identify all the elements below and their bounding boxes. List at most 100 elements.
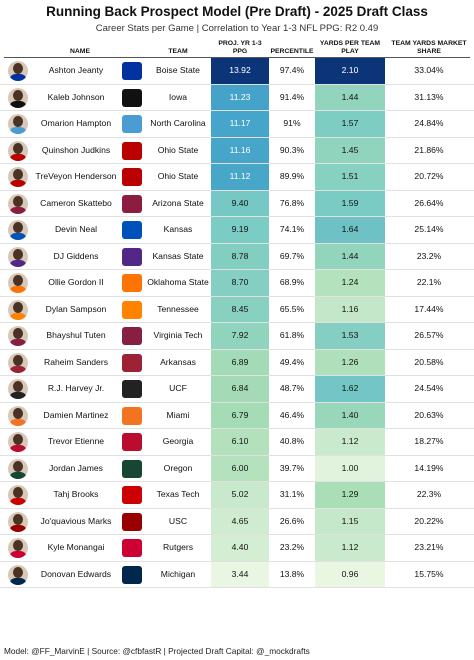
g-logo-icon — [122, 433, 142, 451]
share-cell: 20.22% — [414, 515, 444, 526]
footer-credits: Model: @FF_MarvinE | Source: @cfbfastR |… — [4, 646, 310, 656]
percentile-cell: 91% — [283, 118, 301, 128]
table-row: Bhayshul Tuten Virginia Tech 7.92 61.8% 1.53… — [0, 323, 474, 350]
percentile-cell: 68.9% — [279, 277, 305, 287]
percentile-cell: 49.4% — [279, 356, 305, 367]
table-row: Ashton Jeanty Boise State 13.92 97.4% 2.10 33… — [0, 58, 474, 85]
table-row: Jordan James Oregon 6.00 39.7% 1.00 14.19% — [0, 455, 474, 482]
table-row: Devin Neal Kansas 9.19 74.1% 1.64 25.14% — [0, 217, 474, 244]
double-t-logo-icon — [122, 486, 142, 504]
ppg-cell: 5.02 — [211, 482, 269, 508]
percentile-cell: 91.4% — [279, 91, 305, 102]
ypp-cell: 1.15 — [315, 508, 385, 534]
share-cell: 31.13% — [414, 91, 444, 102]
ppg-cell: 13.92 — [211, 58, 269, 84]
player-name: Omarion Hampton — [40, 118, 112, 128]
player-name: Jordan James — [49, 462, 103, 473]
share-cell: 24.84% — [414, 118, 444, 128]
player-headshot-icon — [8, 458, 28, 479]
ypp-cell: 0.96 — [315, 561, 385, 587]
player-headshot-icon — [8, 538, 28, 558]
chart-subtitle: Career Stats per Game | Correlation to Y… — [95, 23, 379, 34]
percentile-cell: 39.7% — [279, 462, 305, 473]
share-cell: 14.19% — [414, 462, 444, 473]
table-row: Trevor Etienne Georgia 6.10 40.8% 1.12 18.27% — [0, 429, 474, 456]
ypp-cell: 1.12 — [315, 429, 385, 455]
ypp-cell: 1.12 — [315, 535, 385, 561]
team-name: Georgia — [162, 436, 194, 446]
share-cell: 26.64% — [414, 197, 444, 208]
ppg-cell: 6.00 — [211, 455, 269, 481]
player-name: Raheim Sanders — [43, 356, 108, 367]
player-headshot-icon — [8, 432, 28, 452]
player-name: R.J. Harvey Jr. — [47, 383, 105, 393]
share-cell: 20.63% — [414, 409, 444, 420]
team-name: Kansas — [163, 224, 193, 234]
player-headshot-icon — [8, 167, 28, 187]
share-cell: 20.72% — [414, 171, 444, 181]
table-row: Raheim Sanders Arkansas 6.89 49.4% 1.26 20.58… — [0, 349, 474, 376]
ppg-cell: 11.16 — [211, 137, 269, 163]
player-headshot-icon — [8, 87, 28, 108]
table-row: Jo'quavious Marks USC 4.65 26.6% 1.15 20.22% — [0, 508, 474, 535]
share-cell: 25.14% — [414, 224, 444, 234]
share-cell: 20.58% — [414, 356, 444, 367]
team-name: Texas Tech — [156, 489, 200, 499]
percentile-cell: 61.8% — [279, 330, 305, 340]
share-cell: 23.21% — [414, 542, 444, 552]
player-name: Ollie Gordon II — [48, 277, 104, 287]
ypp-cell: 1.29 — [315, 482, 385, 508]
knight-logo-icon — [122, 380, 142, 398]
share-cell: 24.54% — [414, 383, 444, 393]
ypp-cell: 1.53 — [315, 323, 385, 349]
player-name: Quinshon Judkins — [41, 144, 111, 155]
ppg-cell: 3.44 — [211, 561, 269, 587]
table-row: Kyle Monangai Rutgers 4.40 23.2% 1.12 23.21% — [0, 535, 474, 562]
hawkeye-logo-icon — [122, 88, 142, 107]
team-name: Oregon — [163, 462, 193, 473]
share-cell: 18.27% — [414, 436, 444, 446]
percentile-cell: 76.8% — [279, 197, 305, 208]
header-name: NAME — [69, 47, 90, 55]
table-body: Ashton Jeanty Boise State 13.92 97.4% 2.10 33… — [0, 58, 474, 588]
pitchfork-logo-icon — [122, 194, 142, 213]
team-name: Ohio State — [157, 171, 199, 181]
player-headshot-icon — [8, 114, 28, 134]
player-headshot-icon — [8, 405, 28, 426]
u-logo-icon — [122, 406, 142, 425]
sc-logo-icon — [122, 512, 142, 531]
ppg-cell: 9.19 — [211, 217, 269, 243]
ypp-cell: 2.10 — [315, 58, 385, 84]
percentile-cell: 46.4% — [279, 409, 305, 420]
ypp-cell: 1.44 — [315, 84, 385, 110]
player-headshot-icon — [8, 299, 28, 320]
team-name: Tennessee — [157, 303, 199, 314]
percentile-cell: 40.8% — [279, 436, 305, 446]
ppg-cell: 6.79 — [211, 402, 269, 428]
player-headshot-icon — [8, 485, 28, 505]
ypp-cell: 1.44 — [315, 243, 385, 269]
player-name: TreVeyon Henderson — [35, 171, 117, 181]
table-row: Kaleb Johnson Iowa 11.23 91.4% 1.44 31.13% — [0, 84, 474, 111]
r-logo-icon — [122, 539, 142, 557]
osu-logo-icon — [122, 274, 142, 292]
player-name: Trevor Etienne — [47, 436, 105, 446]
jayhawk-logo-icon — [122, 221, 142, 239]
ohio-state-logo-icon — [122, 141, 142, 160]
ypp-cell: 1.24 — [315, 270, 385, 296]
ypp-cell: 1.00 — [315, 455, 385, 481]
share-cell: 15.75% — [414, 568, 444, 579]
player-name: Bhayshul Tuten — [46, 330, 106, 340]
team-name: Virginia Tech — [153, 330, 203, 340]
percentile-cell: 69.7% — [279, 250, 305, 261]
ypp-cell: 1.57 — [315, 111, 385, 137]
player-headshot-icon — [8, 220, 28, 240]
ypp-cell: 1.59 — [315, 190, 385, 216]
table-row: Quinshon Judkins Ohio State 11.16 90.3% 1.45… — [0, 137, 474, 164]
percentile-cell: 31.1% — [279, 489, 305, 499]
wildcat-logo-icon — [122, 247, 142, 266]
team-name: Kansas State — [152, 250, 204, 261]
ypp-cell: 1.26 — [315, 349, 385, 375]
ppg-cell: 11.17 — [211, 111, 269, 137]
header-ppg: PROJ. YR 1-3 PPG — [218, 40, 262, 55]
